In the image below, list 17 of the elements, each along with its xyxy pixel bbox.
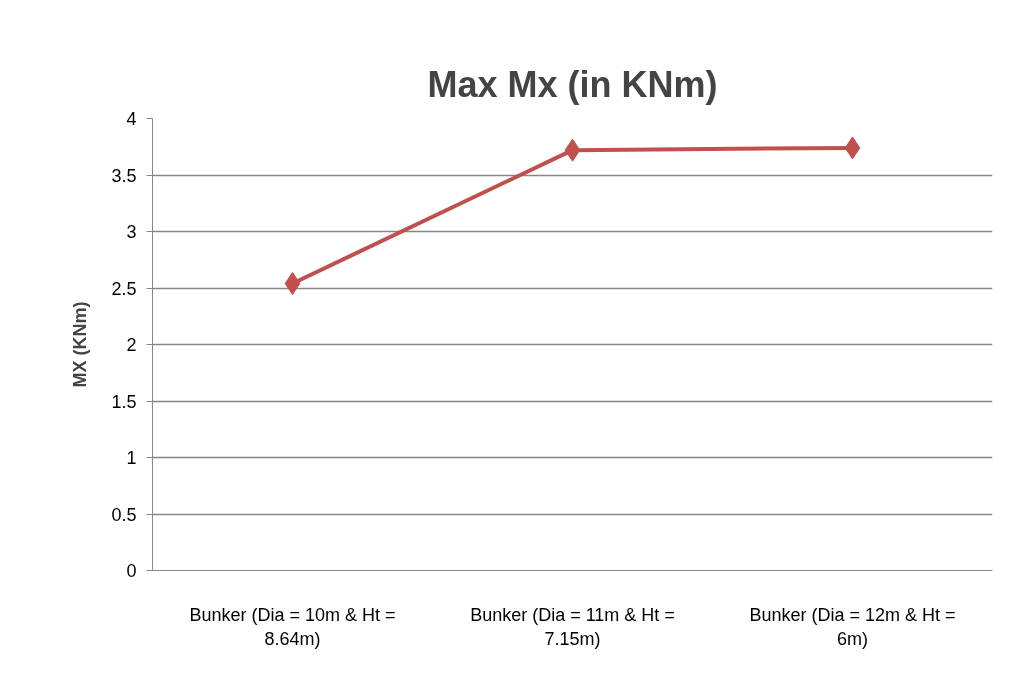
x-tick-label: Bunker (Dia = 12m & Ht = 6m) [749, 604, 956, 649]
y-tick-label: 2 [126, 335, 137, 355]
point [844, 136, 861, 160]
y-tick-label: 3.5 [111, 165, 137, 186]
y-tick-label: 3 [126, 222, 137, 242]
y-tick-label: 1.5 [111, 391, 137, 412]
x-tick-label: Bunker (Dia = 11m & Ht = 7.15m) [470, 604, 675, 649]
y-tick-label: 0.5 [111, 504, 137, 525]
y-tick-label: 1 [126, 448, 137, 468]
chart-title: Max Mx (in KNm) [427, 63, 718, 105]
y-tick-label: 0 [126, 561, 137, 581]
x-tick-label: Bunker (Dia = 10m & Ht = 8.64m) [189, 604, 396, 649]
point [284, 271, 301, 295]
point [564, 138, 581, 162]
y-axis-title: MX (KNm) [70, 301, 91, 388]
y-tick-label: 4 [126, 109, 137, 129]
y-tick-label: 2.5 [111, 278, 137, 299]
